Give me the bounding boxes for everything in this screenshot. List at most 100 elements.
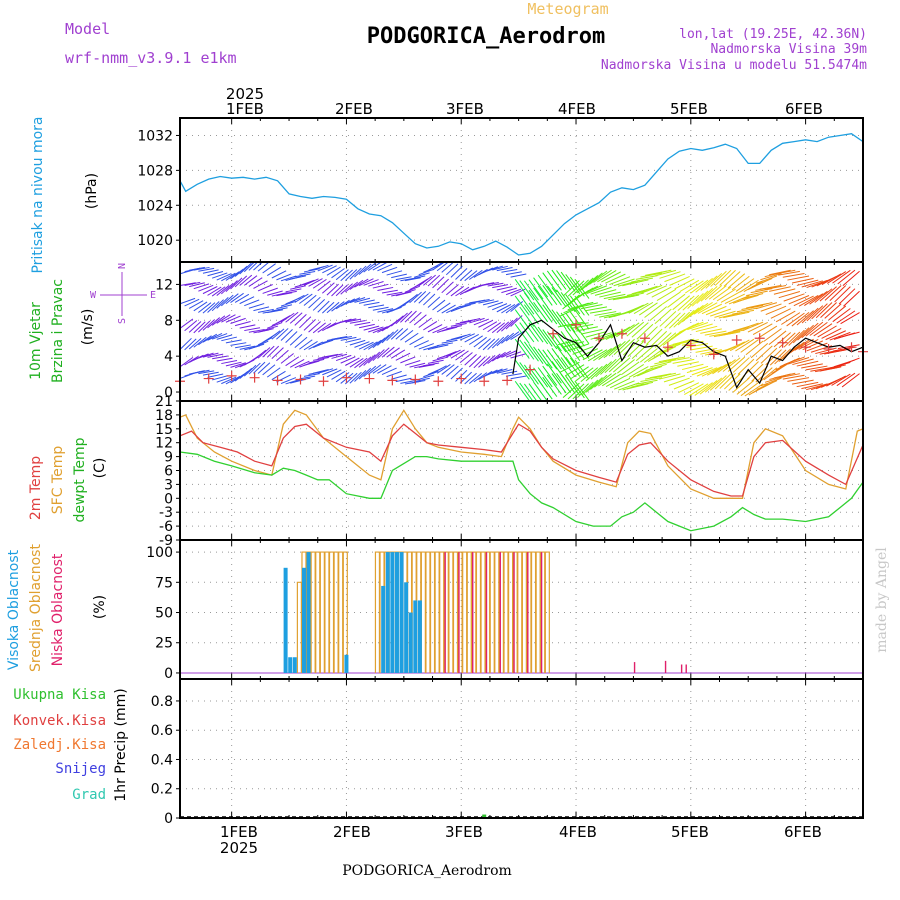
wind-barb (253, 340, 269, 348)
wind-gust-marker (800, 342, 811, 353)
ytick-label: 0.8 (151, 694, 173, 710)
wind-barb (308, 341, 324, 350)
wind-barb (752, 323, 773, 336)
wind-barb (570, 366, 589, 380)
wind-barb (719, 269, 736, 286)
wind-barb (335, 299, 350, 310)
wind-barb (801, 322, 819, 339)
wind-barb (211, 333, 228, 340)
wind-barb (589, 270, 608, 285)
wind-barb (198, 370, 215, 375)
wind-barb (533, 381, 548, 401)
wind-barb (635, 379, 658, 385)
wind-barb (207, 317, 221, 329)
wind-barb (510, 330, 525, 340)
wind-barb (684, 280, 704, 294)
wind-barb (409, 336, 424, 346)
wind-barb (677, 361, 699, 367)
wind-barb (423, 344, 439, 351)
wind-barb (798, 295, 819, 307)
wind-barb (257, 347, 271, 359)
wind-barb (562, 382, 580, 398)
wind-barb (740, 339, 759, 353)
wind-barb (731, 275, 750, 291)
wind-barb (487, 322, 502, 333)
cloud-high-bar (306, 552, 311, 673)
wind-barb (831, 373, 851, 386)
wind-barb (643, 349, 663, 363)
wind-barb (556, 332, 572, 353)
wind-barb (689, 383, 709, 397)
wind-barb (280, 353, 294, 364)
wind-gust-marker (525, 364, 536, 375)
wind-barb (317, 300, 330, 313)
wind-barb (455, 286, 470, 297)
wind-barb (533, 324, 549, 345)
legend-snijeg: Snijeg (55, 761, 106, 777)
wind-barb (682, 321, 704, 331)
wind-barb (635, 345, 654, 362)
wind-barb (519, 306, 535, 327)
wind-barb (180, 337, 192, 350)
wind-barb (746, 363, 764, 380)
wind-barb (838, 288, 856, 305)
wind-barb (372, 262, 388, 271)
cloud-mid-bar (342, 551, 348, 673)
wind-barb (266, 266, 282, 276)
wind-barb (390, 349, 406, 359)
bottom-tick-4feb: 4FEB (559, 823, 597, 841)
wind-barb (257, 362, 271, 374)
wind-barb (551, 269, 567, 290)
wind-barb (280, 377, 297, 384)
wind-barb (567, 343, 589, 352)
wind-barb (783, 293, 805, 302)
wind-barb (576, 302, 598, 309)
wind-barb (564, 364, 585, 377)
wind-barb (331, 284, 344, 297)
top-tick-6feb: 6FEB (785, 100, 823, 118)
wind-barb (741, 293, 764, 300)
wind-barb (727, 356, 746, 372)
wind-barb (587, 349, 608, 362)
ytick-label: 18 (155, 408, 173, 424)
top-tick-3feb: 3FEB (446, 100, 484, 118)
wind-barb (806, 342, 828, 352)
wind-barb (641, 365, 663, 375)
wind-barb (367, 339, 382, 350)
wind-barb (519, 339, 535, 360)
wind-barb (674, 278, 695, 290)
cloud-high-bar (390, 552, 395, 673)
wind-barb (501, 332, 515, 344)
wind-gust-marker (249, 372, 260, 383)
wind-barb (542, 329, 558, 350)
wind-barb (207, 373, 224, 378)
wind-barb (528, 279, 544, 300)
wind-barb (230, 342, 247, 346)
cloud-mid-bar (494, 551, 500, 673)
wind-barb (336, 336, 352, 340)
wind-barb (367, 351, 381, 364)
wind-barb (571, 323, 594, 329)
wind-barb (234, 293, 250, 303)
wind-barb (216, 357, 233, 362)
wind-barb (180, 282, 196, 286)
wind-barb (825, 330, 846, 341)
wind-barb (276, 349, 289, 362)
wind-barb (349, 267, 362, 280)
wind-barb (473, 372, 488, 383)
wind-barb (257, 308, 274, 313)
wind-barb (801, 383, 823, 390)
wind-barb (446, 349, 461, 358)
wind-barb (510, 273, 527, 278)
wind-barb (207, 286, 222, 296)
wind-barb (604, 357, 622, 374)
wind-barb (266, 345, 280, 358)
wind-barb (234, 275, 248, 288)
wind-barb (354, 341, 370, 348)
wind-barb (492, 265, 508, 271)
wind-barb (700, 349, 722, 355)
wind-barb (349, 358, 364, 368)
wind-barb (285, 356, 300, 367)
wind-barb (519, 294, 535, 315)
